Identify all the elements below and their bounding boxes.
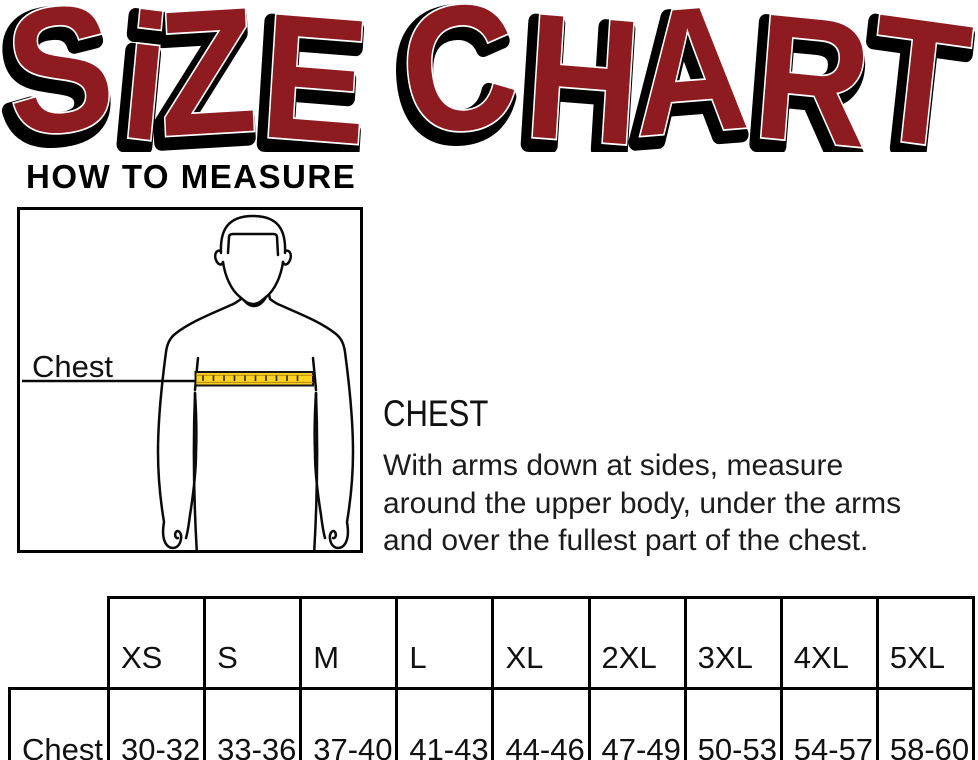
chest-range-cell: 33-36 — [203, 687, 303, 760]
chest-range-cell: 37-40 — [299, 687, 399, 760]
chest-range-cell: 30-32 — [106, 687, 207, 760]
tape-tick-marks — [202, 375, 299, 381]
how-to-measure-heading: HOW TO MEASURE — [26, 158, 357, 195]
size-column-header: 5XL — [875, 596, 976, 690]
size-column-header: S — [203, 596, 303, 690]
size-column-header: 2XL — [587, 596, 687, 690]
chest-range-cell: 41-43 — [395, 687, 495, 760]
figure-hairline — [226, 232, 280, 257]
row-label-chest: Chest — [8, 687, 110, 760]
chest-range-cell: 54-57 — [779, 687, 879, 760]
measuring-tape-icon — [194, 371, 314, 387]
figure-right-ear — [281, 249, 293, 266]
figure-face — [221, 260, 285, 306]
instruction-line: With arms down at sides, measure — [383, 449, 844, 482]
size-column-header: L — [395, 596, 495, 690]
chest-range-cell: 47-49 — [587, 687, 687, 760]
table-corner-blank — [10, 598, 109, 689]
figure-left-torso-edge — [192, 391, 198, 550]
chest-range-cell: 50-53 — [683, 687, 783, 760]
figure-left-ear — [213, 249, 225, 266]
size-column-header: 3XL — [683, 596, 783, 690]
figure-right-shoulder-arm — [266, 277, 355, 550]
instruction-line: around the upper body, under the arms — [383, 486, 902, 520]
size-column-header: 4XL — [779, 596, 879, 690]
chest-range-cell: 58-60 — [875, 687, 976, 760]
male-torso-figure: Chest — [22, 214, 355, 550]
figure-right-torso-edge — [313, 391, 319, 550]
page-title: SiZE CHART — [0, 0, 978, 152]
size-column-header: XL — [491, 596, 591, 690]
figure-left-shoulder-arm — [156, 277, 243, 550]
chest-diagram-label: Chest — [32, 349, 113, 384]
chest-range-cell: 44-46 — [491, 687, 591, 760]
size-column-header: M — [299, 596, 399, 690]
size-header-row: XS S M L XL 2XL 3XL 4XL 5XL — [10, 596, 976, 690]
instruction-line: and over the fullest part of the chest. — [383, 524, 869, 557]
measure-diagram: Chest — [17, 207, 363, 553]
size-chart-table: XS S M L XL 2XL 3XL 4XL 5XL Chest 30-32 … — [8, 596, 976, 760]
chest-section-heading: CHEST — [383, 393, 489, 434]
title-outline-text: SiZE CHART — [0, 0, 976, 152]
title-banner: SiZE CHART SiZE CHART — [0, 0, 978, 152]
size-column-header: XS — [106, 596, 207, 690]
chest-instructions: With arms down at sides, measure around … — [383, 447, 901, 560]
chest-measurements-row: Chest 30-32 33-36 37-40 41-43 44-46 47-4… — [8, 687, 976, 760]
figure-right-armpit-line — [311, 356, 318, 392]
